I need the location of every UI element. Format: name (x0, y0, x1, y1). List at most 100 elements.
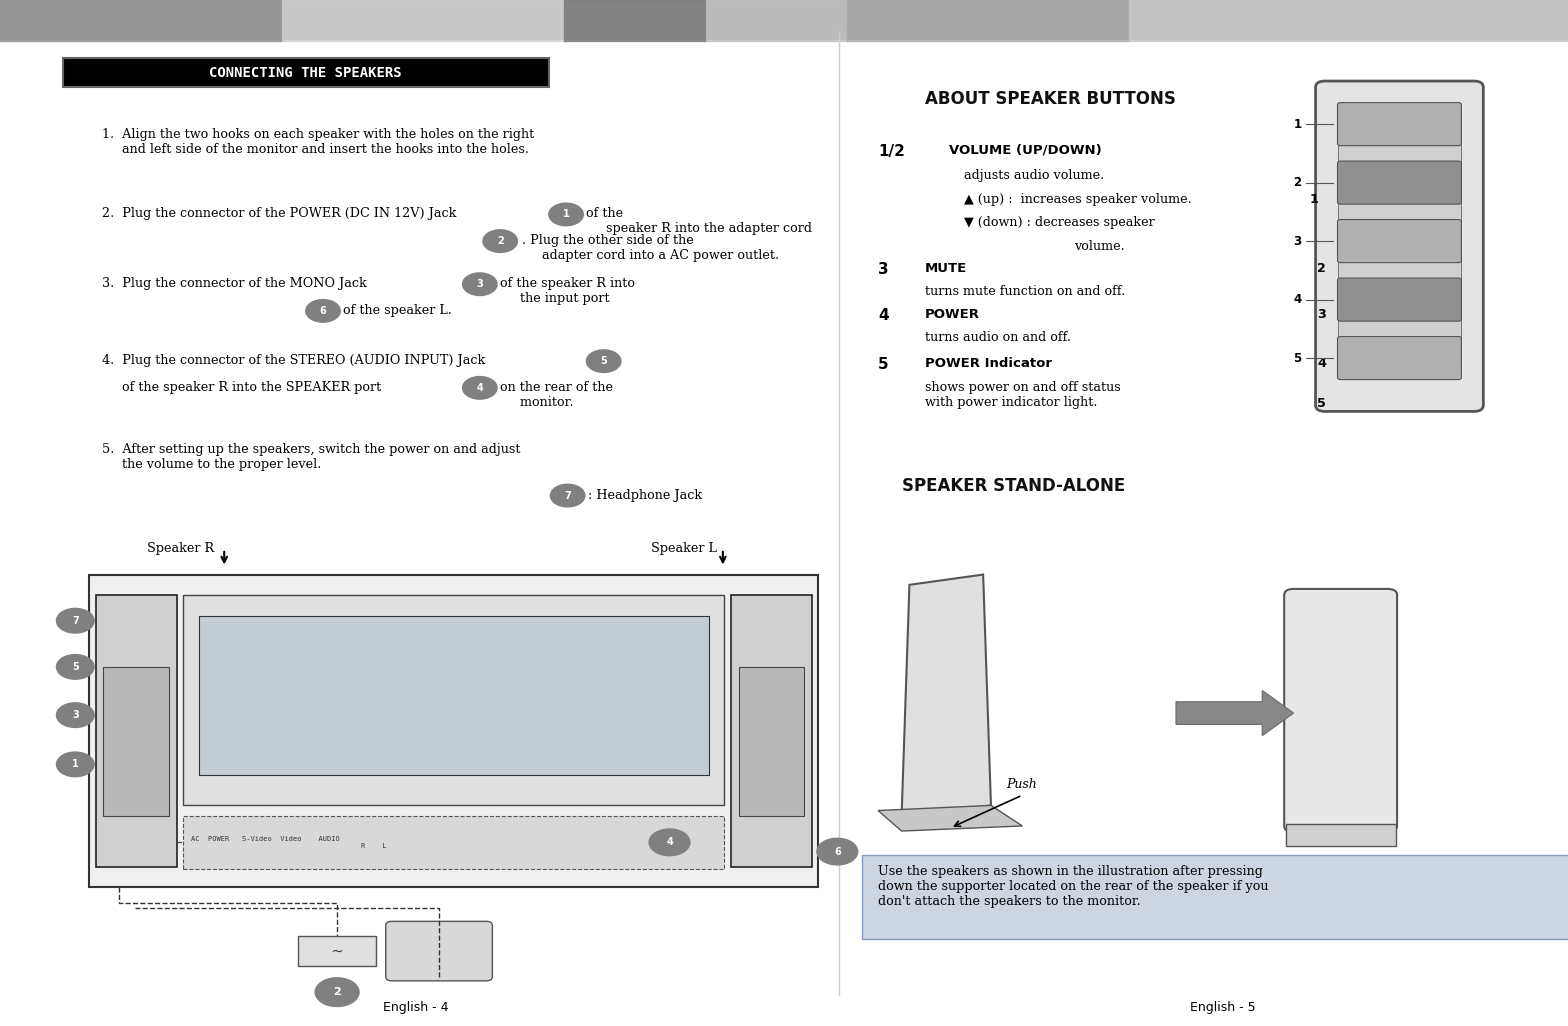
Bar (1286, 824, 1396, 846)
Text: 6: 6 (320, 306, 326, 316)
Bar (706, 0, 847, 41)
Text: Speaker L: Speaker L (651, 542, 717, 555)
Circle shape (56, 703, 94, 727)
Bar (1129, 0, 1568, 41)
Text: 1: 1 (1309, 193, 1319, 206)
Text: 6: 6 (834, 846, 840, 857)
Text: SPEAKER STAND-ALONE: SPEAKER STAND-ALONE (902, 477, 1124, 496)
Text: ▲ (up) :  increases speaker volume.: ▲ (up) : increases speaker volume. (964, 193, 1192, 206)
Text: 2: 2 (334, 987, 340, 997)
Circle shape (483, 230, 517, 252)
Bar (1338, 108, 1461, 364)
Text: 5.  After setting up the speakers, switch the power on and adjust
     the volum: 5. After setting up the speakers, switch… (102, 443, 521, 471)
Text: 1: 1 (72, 759, 78, 770)
Text: Speaker R: Speaker R (147, 542, 215, 555)
Text: 2: 2 (497, 236, 503, 246)
Bar (564, 0, 706, 41)
Text: VOLUME (UP/DOWN): VOLUME (UP/DOWN) (949, 144, 1101, 157)
Text: of the speaker R into
     the input port: of the speaker R into the input port (500, 277, 635, 305)
Text: 4: 4 (1317, 357, 1327, 370)
Text: 1: 1 (563, 209, 569, 220)
Text: POWER: POWER (925, 308, 980, 321)
Circle shape (56, 608, 94, 633)
Text: 4.  Plug the connector of the STEREO (AUDIO INPUT) Jack: 4. Plug the connector of the STEREO (AUD… (102, 354, 485, 367)
Circle shape (315, 978, 359, 1007)
Bar (298, 936, 376, 966)
FancyBboxPatch shape (1338, 220, 1461, 263)
Text: English - 4: English - 4 (383, 1001, 448, 1014)
Polygon shape (878, 805, 1022, 831)
Text: volume.: volume. (1074, 240, 1124, 253)
Circle shape (649, 829, 690, 856)
Text: 1/2: 1/2 (878, 144, 905, 159)
Polygon shape (902, 575, 991, 816)
Text: CONNECTING THE SPEAKERS: CONNECTING THE SPEAKERS (210, 66, 401, 80)
Text: 3: 3 (477, 279, 483, 289)
Text: 5: 5 (878, 357, 889, 372)
Bar (862, 855, 1568, 939)
FancyBboxPatch shape (1284, 589, 1397, 832)
Text: 2: 2 (1294, 176, 1301, 189)
Circle shape (463, 377, 497, 399)
Text: 3.  Plug the connector of the MONO Jack: 3. Plug the connector of the MONO Jack (102, 277, 367, 290)
Bar (0, 0, 282, 41)
Circle shape (56, 752, 94, 777)
Text: 5: 5 (601, 356, 607, 366)
Bar (739, 667, 804, 816)
Circle shape (56, 655, 94, 679)
Text: MUTE: MUTE (925, 262, 967, 275)
Text: adjusts audio volume.: adjusts audio volume. (964, 169, 1104, 183)
Bar (183, 595, 724, 805)
Text: of the speaker L.: of the speaker L. (343, 304, 452, 317)
FancyBboxPatch shape (386, 921, 492, 981)
Text: ▼ (down) : decreases speaker: ▼ (down) : decreases speaker (964, 216, 1156, 230)
FancyBboxPatch shape (1338, 337, 1461, 380)
Text: 3: 3 (878, 262, 889, 277)
Circle shape (463, 273, 497, 295)
Text: : Headphone Jack: : Headphone Jack (588, 489, 702, 503)
Bar (282, 0, 564, 41)
Bar (63, 58, 549, 87)
Circle shape (586, 350, 621, 372)
Text: AC  POWER   S-Video  Video    AUDIO
                                        R   : AC POWER S-Video Video AUDIO R (191, 836, 387, 849)
Bar (0, 0, 1568, 39)
Text: 4: 4 (1294, 293, 1301, 306)
FancyBboxPatch shape (1338, 103, 1461, 146)
Text: shows power on and off status
with power indicator light.: shows power on and off status with power… (925, 381, 1121, 408)
Text: 5: 5 (1294, 352, 1301, 364)
Bar (183, 816, 724, 869)
Text: 3: 3 (72, 710, 78, 720)
Text: 3: 3 (1294, 235, 1301, 247)
Text: English - 5: English - 5 (1190, 1001, 1256, 1014)
Text: 4: 4 (666, 837, 673, 847)
Text: 5: 5 (1317, 397, 1327, 410)
Text: Push: Push (1007, 779, 1038, 791)
FancyBboxPatch shape (1338, 278, 1461, 321)
Circle shape (306, 300, 340, 322)
Text: Use the speakers as shown in the illustration after pressing
down the supporter : Use the speakers as shown in the illustr… (878, 865, 1269, 908)
Text: of the
     speaker R into the adapter cord: of the speaker R into the adapter cord (586, 207, 812, 235)
Text: 4: 4 (878, 308, 889, 323)
Text: turns mute function on and off.: turns mute function on and off. (925, 285, 1126, 299)
Text: POWER Indicator: POWER Indicator (925, 357, 1052, 370)
Text: 4: 4 (477, 383, 483, 393)
Text: turns audio on and off.: turns audio on and off. (925, 331, 1071, 345)
Text: on the rear of the
     monitor.: on the rear of the monitor. (500, 381, 613, 408)
Bar (103, 667, 169, 816)
Text: 1.  Align the two hooks on each speaker with the holes on the right
     and lef: 1. Align the two hooks on each speaker w… (102, 128, 535, 156)
Bar (96, 595, 177, 867)
Circle shape (550, 484, 585, 507)
Text: 3: 3 (1317, 308, 1327, 321)
Text: 7: 7 (564, 490, 571, 501)
Text: of the speaker R into the SPEAKER port: of the speaker R into the SPEAKER port (102, 381, 381, 394)
Text: 2.  Plug the connector of the POWER (DC IN 12V) Jack: 2. Plug the connector of the POWER (DC I… (102, 207, 456, 221)
Bar (847, 0, 1129, 41)
Text: 1: 1 (1294, 118, 1301, 130)
Bar (199, 616, 709, 775)
Circle shape (549, 203, 583, 226)
Text: ~: ~ (331, 944, 343, 958)
Bar (731, 595, 812, 867)
Text: ABOUT SPEAKER BUTTONS: ABOUT SPEAKER BUTTONS (925, 90, 1176, 109)
FancyArrow shape (1176, 690, 1294, 736)
Text: 2: 2 (1317, 262, 1327, 275)
